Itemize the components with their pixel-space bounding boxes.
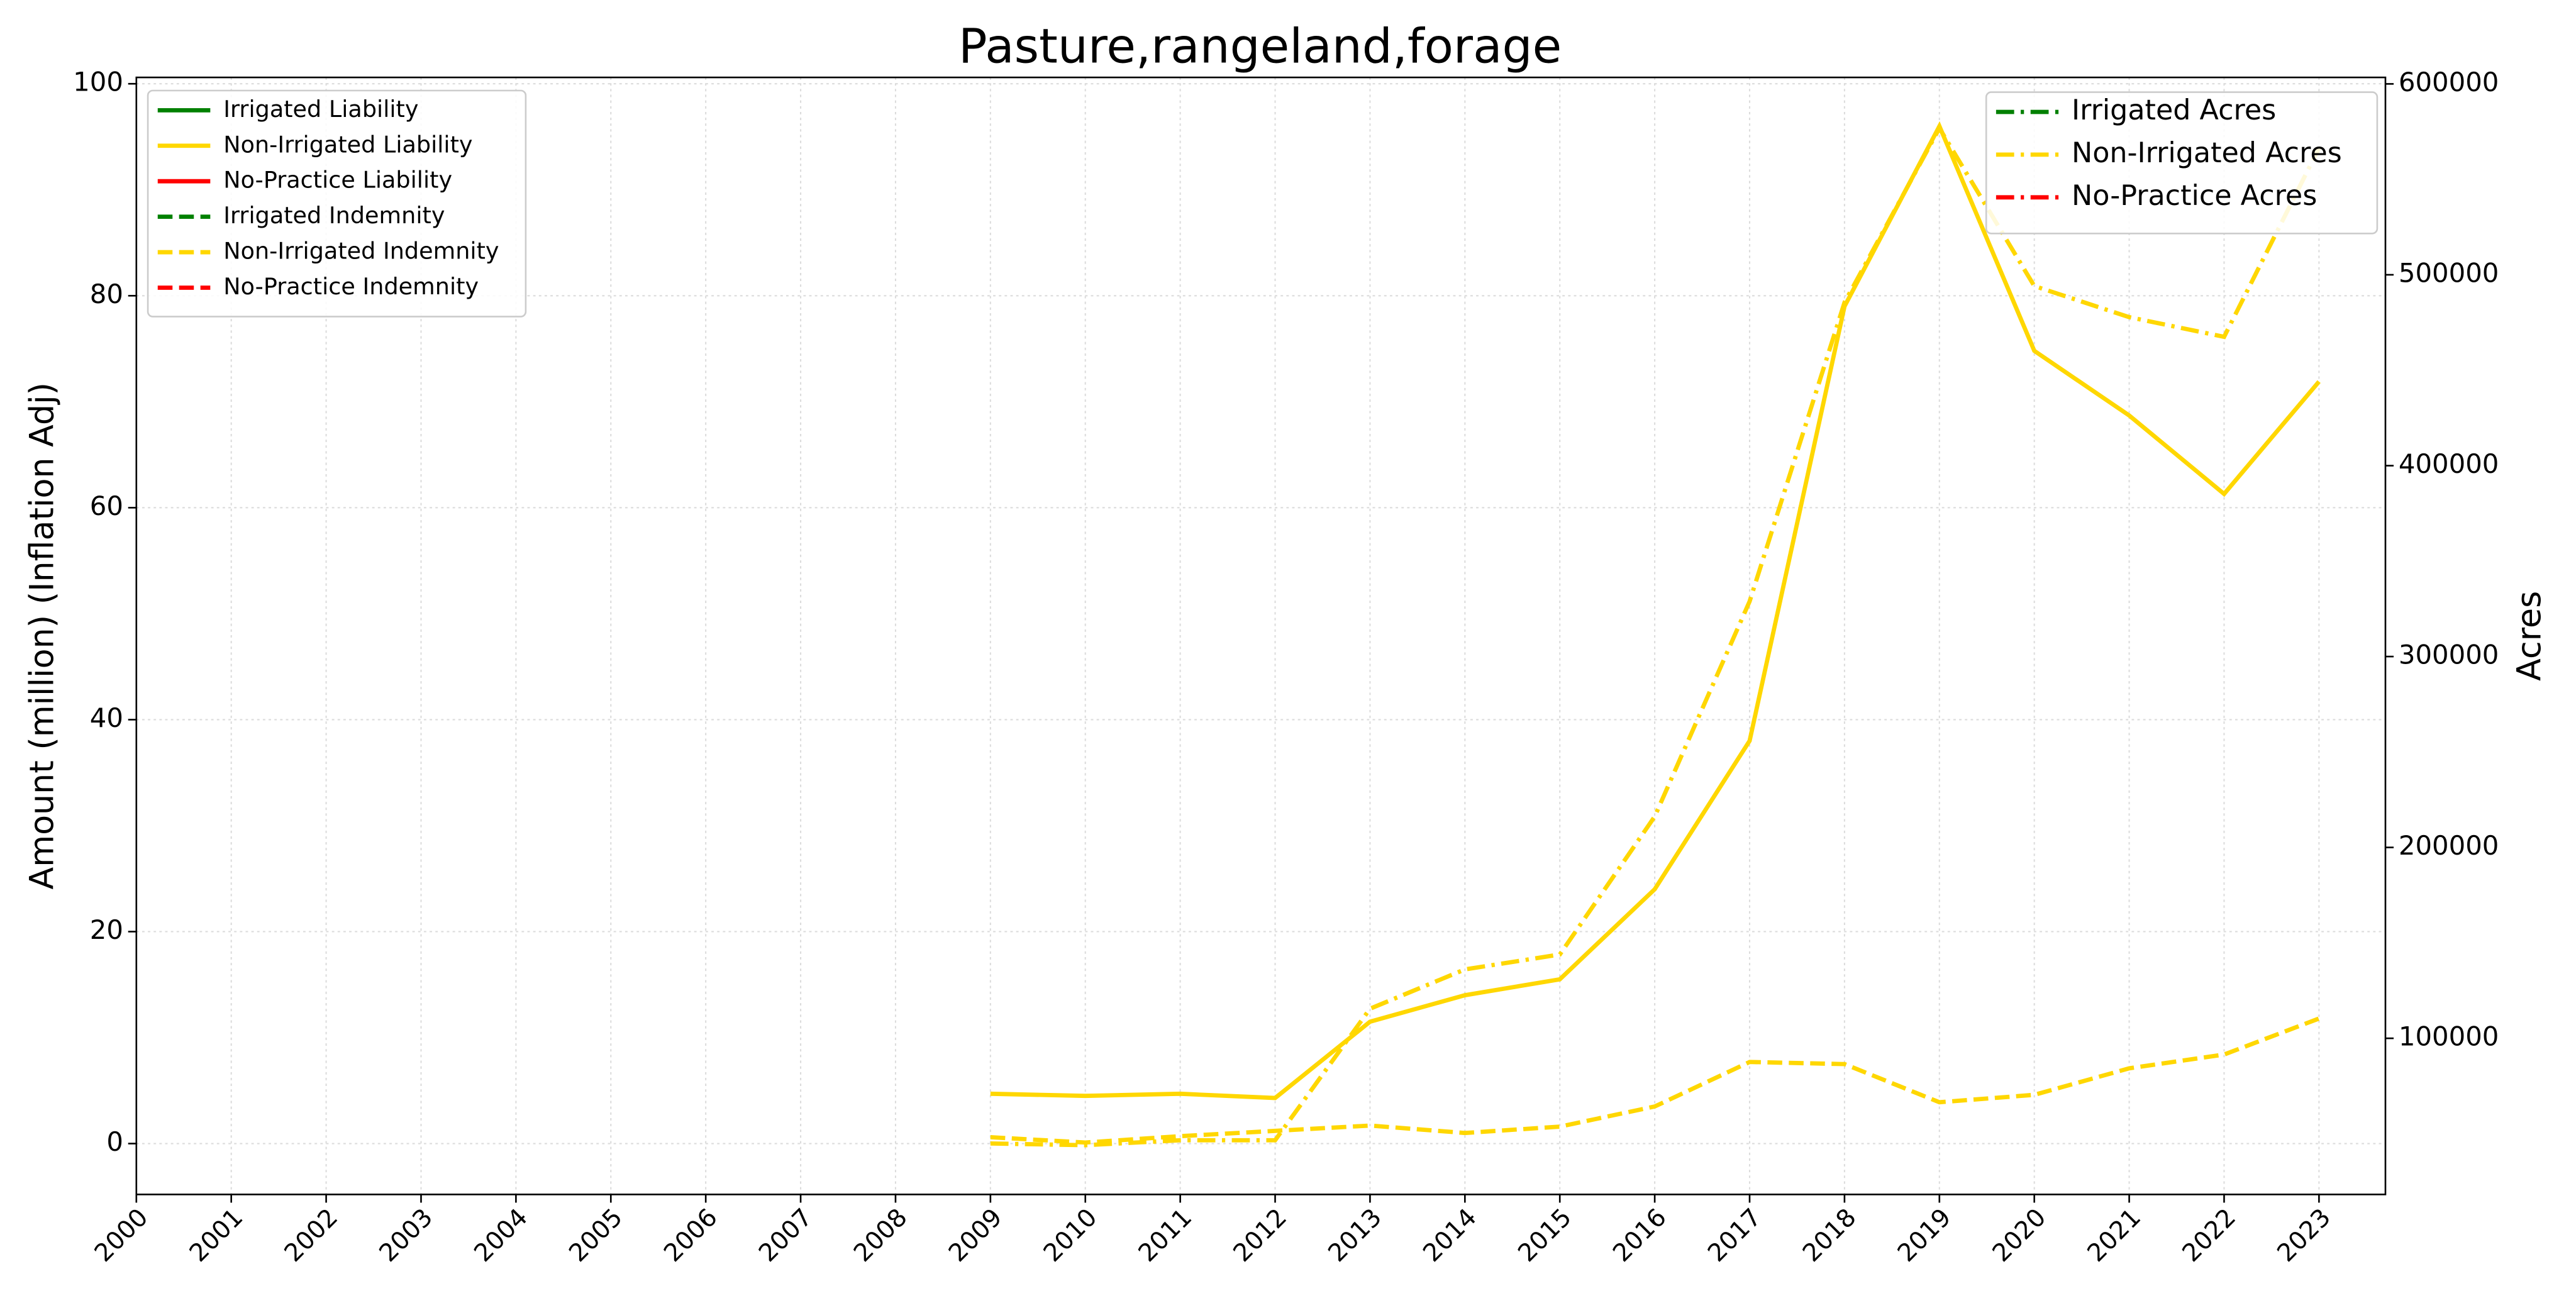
legend-label: Non-Irrigated Indemnity <box>223 238 499 265</box>
y-tick-label: 80 <box>90 279 123 309</box>
y2-tick-label: 100000 <box>2399 1021 2499 1052</box>
y-tick-label: 0 <box>106 1126 123 1157</box>
y-tick-label: 40 <box>90 702 123 733</box>
legend-label: No-Practice Acres <box>2072 180 2317 212</box>
series-line <box>990 121 2321 1100</box>
y2-tick-label: 200000 <box>2399 830 2499 861</box>
series-line <box>990 124 2321 1148</box>
chart-title: Pasture,rangeland,forage <box>958 19 1562 74</box>
y-tick-label: 60 <box>90 490 123 521</box>
y2-tick-label: 400000 <box>2399 448 2499 479</box>
y2-axis-label: Acres <box>2511 591 2548 681</box>
y-tick-label: 20 <box>90 914 123 945</box>
legend-label: Irrigated Acres <box>2072 94 2276 126</box>
y2-tick-label: 500000 <box>2399 257 2499 288</box>
legend-label: No-Practice Indemnity <box>223 273 479 300</box>
y-axis-label: Amount (million) (Inflation Adj) <box>24 382 62 890</box>
legend-label: Irrigated Liability <box>223 96 418 123</box>
series-line <box>990 1016 2320 1145</box>
plot-frame <box>135 76 2387 1195</box>
y2-tick-label: 300000 <box>2399 640 2499 670</box>
legend-box <box>1985 91 2379 235</box>
legend-label: No-Practice Liability <box>223 167 452 194</box>
legend-box <box>147 89 527 318</box>
y2-tick-label: 600000 <box>2399 67 2499 97</box>
legend-label: Irrigated Indemnity <box>223 202 445 229</box>
y-tick-label: 100 <box>73 67 123 97</box>
legend-label: Non-Irrigated Acres <box>2072 137 2342 169</box>
legend-label: Non-Irrigated Liability <box>223 131 472 158</box>
